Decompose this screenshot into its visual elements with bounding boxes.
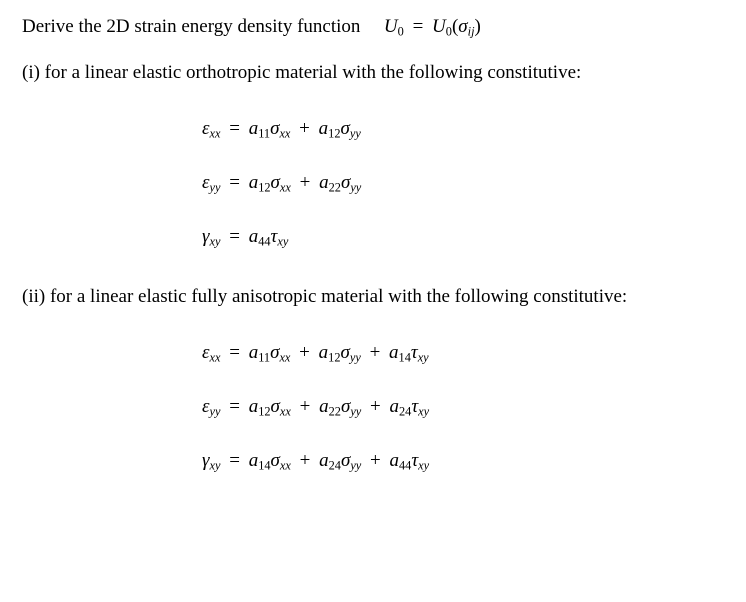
intro-arg-sub: ij	[468, 24, 475, 38]
coef-sub: 24	[329, 458, 341, 472]
coef: a	[319, 450, 329, 471]
coef-sub: 14	[258, 458, 270, 472]
coef-sub: 24	[399, 404, 411, 418]
equation: εxx = a11σxx + a12σyy + a14τxy	[202, 340, 724, 366]
stress-sub: xx	[279, 350, 290, 364]
coef: a	[390, 450, 400, 471]
coef-sub: 12	[258, 180, 270, 194]
coef-sub: 14	[399, 350, 411, 364]
equation: γxy = a14σxx + a24σyy + a44τxy	[202, 448, 724, 474]
equation: εxx = a11σxx + a12σyy	[202, 116, 724, 142]
lhs-sub: xx	[210, 350, 221, 364]
equation: εyy = a12σxx + a22σyy + a24τxy	[202, 394, 724, 420]
coef: a	[249, 118, 259, 139]
stress: σ	[341, 450, 350, 471]
page: Derive the 2D strain energy density func…	[0, 0, 746, 514]
coef-sub: 22	[329, 404, 341, 418]
stress-sub: yy	[350, 350, 361, 364]
stress: σ	[340, 342, 349, 363]
lhs-sub: yy	[210, 404, 221, 418]
lhs-sym: ε	[202, 342, 210, 363]
coef-sub: 22	[329, 180, 341, 194]
coef: a	[249, 450, 259, 471]
stress: σ	[271, 450, 280, 471]
part-ii-equations: εxx = a11σxx + a12σyy + a14τxy εyy = a12…	[202, 340, 724, 474]
intro-arg-sym: σ	[458, 16, 467, 37]
stress-sub: xx	[279, 126, 290, 140]
stress-sub: yy	[350, 126, 361, 140]
stress-sub: xy	[418, 404, 429, 418]
part-i-label: (i) for a linear elastic orthotropic mat…	[22, 60, 724, 86]
stress-sub: xx	[280, 458, 291, 472]
lhs-sub: xy	[210, 458, 221, 472]
stress-sub: yy	[350, 180, 361, 194]
stress-sub: xy	[418, 350, 429, 364]
stress-sub: xx	[280, 180, 291, 194]
lhs-sym: γ	[202, 450, 210, 471]
coef-sub: 12	[328, 350, 340, 364]
lhs-sym: ε	[202, 118, 210, 139]
coef-sub: 44	[399, 458, 411, 472]
stress-sub: xy	[418, 458, 429, 472]
stress: σ	[341, 396, 350, 417]
stress: τ	[411, 342, 418, 363]
lhs-sym: ε	[202, 172, 210, 193]
intro-lhs-var: U	[384, 16, 398, 37]
intro-text: Derive the 2D strain energy density func…	[22, 16, 360, 37]
intro-paragraph: Derive the 2D strain energy density func…	[22, 14, 724, 40]
lhs-sub: xx	[210, 126, 221, 140]
coef: a	[249, 226, 259, 247]
stress-sub: yy	[350, 458, 361, 472]
equation: εyy = a12σxx + a22σyy	[202, 170, 724, 196]
equation: γxy = a44τxy	[202, 224, 724, 250]
coef: a	[319, 396, 329, 417]
coef: a	[249, 172, 259, 193]
lhs-sub: xy	[210, 234, 221, 248]
coef-sub: 44	[258, 234, 270, 248]
coef-sub: 11	[258, 126, 270, 140]
intro-arg-close: )	[475, 16, 481, 37]
coef: a	[319, 342, 329, 363]
stress-sub: yy	[350, 404, 361, 418]
stress: σ	[271, 396, 280, 417]
part-i-equations: εxx = a11σxx + a12σyy εyy = a12σxx + a22…	[202, 116, 724, 250]
intro-lhs-sub: 0	[398, 24, 404, 38]
coef-sub: 12	[328, 126, 340, 140]
lhs-sub: yy	[210, 180, 221, 194]
coef: a	[249, 342, 259, 363]
stress: σ	[341, 172, 350, 193]
coef: a	[390, 396, 400, 417]
coef-sub: 11	[258, 350, 270, 364]
coef-sub: 12	[258, 404, 270, 418]
lhs-sym: ε	[202, 396, 210, 417]
intro-eq: =	[409, 16, 428, 37]
coef: a	[319, 172, 329, 193]
coef: a	[249, 396, 259, 417]
stress: σ	[340, 118, 349, 139]
coef: a	[389, 342, 399, 363]
stress-sub: xy	[277, 234, 288, 248]
stress-sub: xx	[280, 404, 291, 418]
lhs-sym: γ	[202, 226, 210, 247]
intro-rhs-var: U	[432, 16, 446, 37]
stress: σ	[271, 172, 280, 193]
coef: a	[319, 118, 329, 139]
part-ii-label: (ii) for a linear elastic fully anisotro…	[22, 284, 724, 310]
